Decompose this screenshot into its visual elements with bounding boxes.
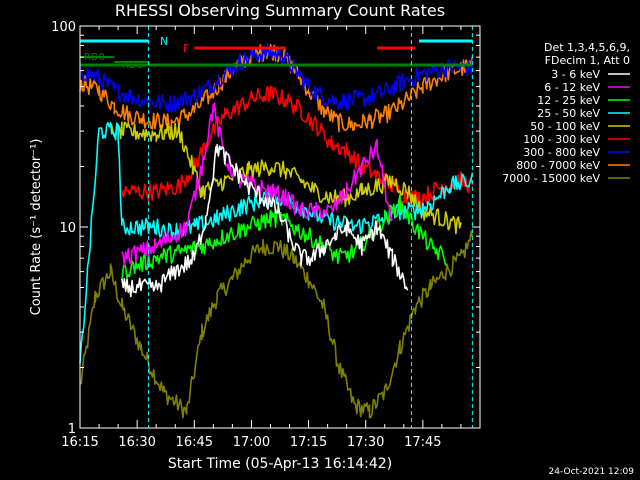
series-line-0 xyxy=(121,143,409,298)
legend-header-line-1: Det 1,3,4,5,6,9, xyxy=(544,41,630,54)
y-tick-label: 100 xyxy=(51,20,76,35)
x-axis-label: Start Time (05-Apr-13 16:14:42) xyxy=(168,456,392,472)
chart-title: RHESSI Observing Summary Count Rates xyxy=(115,1,445,20)
legend-label-5: 100 - 300 keV xyxy=(523,133,600,146)
y-tick-label: 10 xyxy=(59,221,76,236)
y-tick-label: 1 xyxy=(68,422,76,437)
legend-label-0: 3 - 6 keV xyxy=(551,68,600,81)
x-tick-label: 16:30 xyxy=(118,435,155,450)
footer-date: 24-Oct-2021 12:09 xyxy=(549,467,635,477)
series-line-8 xyxy=(79,230,474,419)
x-tick-label: 17:30 xyxy=(347,435,384,450)
annotation-flare-label: F xyxy=(183,42,189,55)
legend-label-7: 800 - 7000 keV xyxy=(516,159,600,172)
x-tick-label: 17:00 xyxy=(233,435,270,450)
x-tick-label: 16:45 xyxy=(176,435,213,450)
x-tick-label: 17:45 xyxy=(404,435,441,450)
legend-label-1: 6 - 12 keV xyxy=(544,81,600,94)
legend-label-8: 7000 - 15000 keV xyxy=(502,172,600,185)
legend-label-4: 50 - 100 keV xyxy=(530,120,600,133)
legend-label-2: 12 - 25 keV xyxy=(537,94,600,107)
series-line-3 xyxy=(79,121,474,364)
annotation-night-label: N xyxy=(160,35,168,48)
series-line-6 xyxy=(79,43,474,113)
annotation-layer: N F RD0 RD0 xyxy=(80,26,473,428)
legend-label-6: 300 - 800 keV xyxy=(523,146,600,159)
series-line-4 xyxy=(109,121,462,235)
legend-label-3: 25 - 50 keV xyxy=(537,107,600,120)
legend-header-line-2: FDecim 1, Att 0 xyxy=(545,54,630,67)
annotation-rd0-label-2: RD0 xyxy=(122,60,143,71)
x-tick-label: 16:15 xyxy=(61,435,98,450)
legend: Det 1,3,4,5,6,9, FDecim 1, Att 0 3 - 6 k… xyxy=(502,41,630,185)
axis-layer: 16:15 16:30 16:45 17:00 17:15 17:30 17:45 1 10 10… xyxy=(51,20,480,450)
series-layer xyxy=(79,43,474,419)
x-tick-label: 17:15 xyxy=(290,435,327,450)
y-axis-label: Count Rate (s⁻¹ detector⁻¹) xyxy=(29,139,44,316)
annotation-rd0-label-1: RD0 xyxy=(84,52,105,63)
